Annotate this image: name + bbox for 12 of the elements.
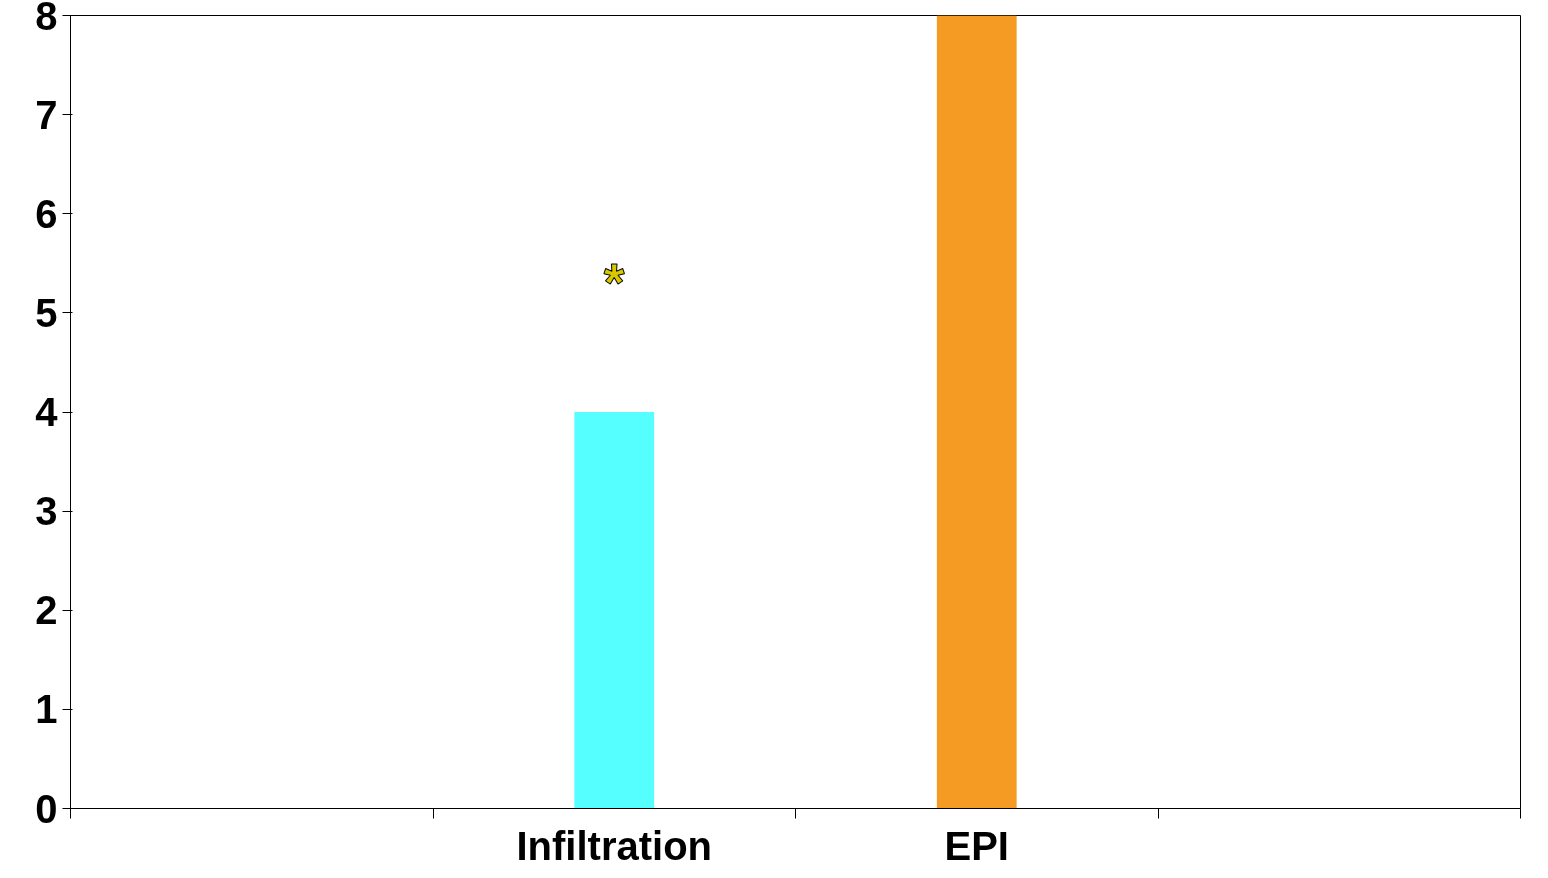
y-tick-label: 6 bbox=[35, 191, 58, 236]
y-tick-label: 7 bbox=[35, 92, 58, 137]
x-tick-label: Infiltration bbox=[516, 823, 713, 868]
y-tick-label: 5 bbox=[35, 290, 58, 335]
x-tick-label: EPI bbox=[944, 823, 1009, 868]
y-tick-label: 0 bbox=[35, 786, 58, 831]
y-tick-label: 4 bbox=[35, 390, 59, 434]
y-tick-label: 2 bbox=[35, 588, 58, 633]
y-tick-label: 8 bbox=[35, 0, 58, 38]
y-tick-label: 3 bbox=[35, 489, 58, 534]
y-tick-label: 1 bbox=[35, 687, 58, 732]
annotation: * bbox=[603, 252, 625, 312]
